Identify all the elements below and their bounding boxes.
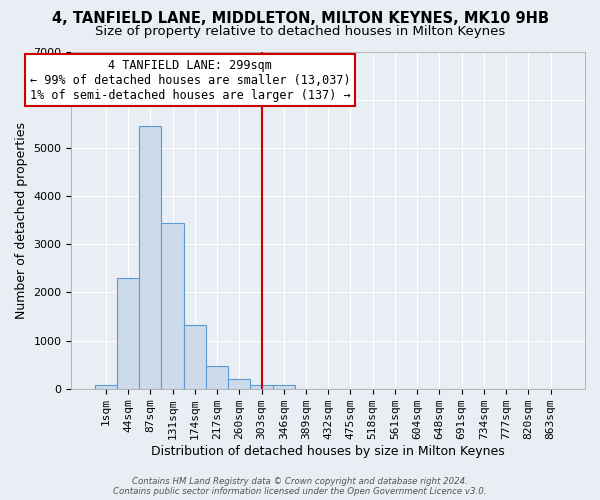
Bar: [228, 380, 250, 388]
Text: Contains HM Land Registry data © Crown copyright and database right 2024.
Contai: Contains HM Land Registry data © Crown c…: [113, 476, 487, 496]
Bar: [272, 385, 295, 388]
Y-axis label: Number of detached properties: Number of detached properties: [15, 122, 28, 318]
Text: 4, TANFIELD LANE, MIDDLETON, MILTON KEYNES, MK10 9HB: 4, TANFIELD LANE, MIDDLETON, MILTON KEYN…: [52, 11, 548, 26]
Bar: [161, 222, 184, 388]
Bar: [206, 366, 228, 388]
X-axis label: Distribution of detached houses by size in Milton Keynes: Distribution of detached houses by size …: [151, 444, 505, 458]
Text: Size of property relative to detached houses in Milton Keynes: Size of property relative to detached ho…: [95, 25, 505, 38]
Bar: [184, 325, 206, 388]
Bar: [95, 385, 117, 388]
Text: 4 TANFIELD LANE: 299sqm
← 99% of detached houses are smaller (13,037)
1% of semi: 4 TANFIELD LANE: 299sqm ← 99% of detache…: [30, 58, 350, 102]
Bar: [117, 278, 139, 388]
Bar: [250, 385, 272, 388]
Bar: [139, 126, 161, 388]
